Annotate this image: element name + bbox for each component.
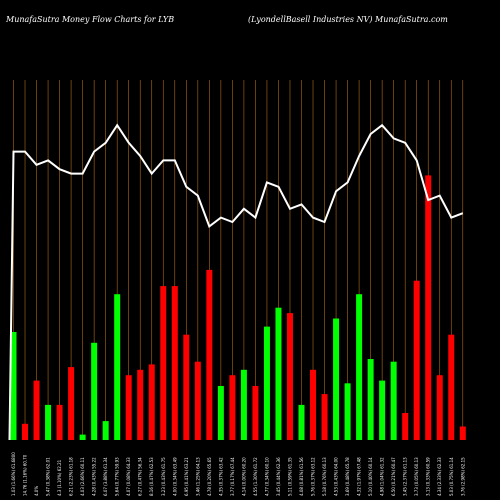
x-tick-label: 3.73 (0.05%) 60.13 (414, 457, 419, 496)
x-tick-label: 4.0% (34, 486, 39, 496)
bar (333, 318, 340, 440)
bar (390, 361, 397, 440)
bar-series (10, 175, 466, 440)
bar (206, 269, 213, 440)
x-tick-label: 5.47 (0.38%) 62.01 (46, 457, 51, 496)
x-tick-label: 4.32 (1.97%) 67.48 (357, 457, 362, 496)
x-tick-label: 4.00 (0.34%) 63.49 (172, 457, 177, 496)
chart-title-right: (LyondellBasell Industries NV) MunafaSut… (248, 15, 448, 24)
x-tick-label: 6.27 (0.47%) 56.34 (138, 457, 143, 496)
x-tick-label: 5.18 (0.76%) 60.13 (322, 457, 327, 496)
bar (114, 294, 121, 440)
x-tick-label: 4.98 (1.04%) 61.32 (380, 457, 385, 496)
bar (102, 421, 109, 440)
x-tick-label: 3.13 (0.33%) 60.59 (426, 457, 431, 496)
bar (56, 404, 63, 440)
x-tick-label: 3.69 (0.48%) 65.78 (345, 457, 350, 496)
bar (425, 175, 432, 440)
bar (148, 364, 155, 440)
bar (137, 369, 144, 440)
x-tick-label: 3.23 (0.43%) 61.75 (161, 457, 166, 496)
bar (298, 404, 305, 440)
bar (68, 367, 75, 440)
x-tick-label: 5.76 (0.37%) 63.12 (311, 457, 316, 496)
x-tick-label: 3.45 (0.44%) 62.36 (276, 457, 281, 496)
x-tick-labels: 1.03 (1.66%) 61.6800 14.76 (1.16%) 60.70 4… (11, 452, 465, 496)
bar (217, 386, 224, 440)
bar (79, 434, 86, 440)
bar (459, 426, 466, 440)
x-tick-label: 6.07 (3.88%) 61.34 (103, 457, 108, 496)
x-tick-label: 4.34 (2.33%) 62.33 (437, 457, 442, 496)
bar (436, 375, 443, 440)
chart-title-left: MunafaSutra Money Flow Charts for LYB (5, 15, 174, 24)
x-tick-label: 4.14 (0.00%) 60.20 (241, 457, 246, 496)
x-tick-label: 4.78 (0.20%) 65.65 (207, 457, 212, 496)
bar (91, 342, 98, 440)
x-tick-label: 4.53 (0.43%) 64.00 (334, 457, 339, 496)
x-tick-label: 3.45 (2.37%) 61.13 (403, 457, 408, 496)
x-tick-label: 4.07 (0.08%) 64.33 (126, 457, 131, 496)
x-tick-label: 6.50 (0.21%) 60.47 (391, 457, 396, 496)
bar (229, 375, 236, 440)
x-tick-label: 4.3 (1.10%) 62.21 (57, 459, 62, 496)
money-flow-line (8, 123, 464, 441)
x-tick-label: 8.16 (0.47%) 62.53 (149, 457, 154, 496)
x-tick-label: 4.35 (0.37%) 63.42 (218, 457, 223, 496)
x-tick-label: 14.76 (1.16%) 60.70 (23, 454, 28, 496)
bar (275, 307, 282, 440)
bar (413, 280, 420, 440)
bar (263, 326, 270, 440)
x-tick-label: 4.55 (1.30%) 61.72 (253, 457, 258, 496)
bar (402, 413, 409, 440)
bar (286, 313, 293, 440)
bar (171, 286, 178, 440)
bar (321, 394, 328, 440)
bar (33, 380, 40, 440)
bar (310, 369, 317, 440)
bar (252, 386, 259, 440)
bar (22, 423, 29, 440)
bar (45, 404, 52, 440)
x-tick-label: 6.95 (0.41%) 63.21 (184, 457, 189, 496)
x-tick-label: 4.77 (0.34%) 60.10 (264, 457, 269, 496)
bar (125, 375, 132, 440)
bar (194, 361, 201, 440)
bar (367, 359, 374, 440)
x-tick-label: 4.03 (2.66%) 60.11 (80, 457, 85, 496)
bar (448, 334, 455, 440)
bar (344, 383, 351, 440)
bar (379, 380, 386, 440)
bar (160, 286, 167, 440)
bar (240, 369, 247, 440)
bar (10, 332, 17, 440)
x-tick-label: 4.28 (0.43%) 55.22 (92, 457, 97, 496)
bar (183, 334, 190, 440)
x-tick-label: 3.46 (1.25%) 64.13 (195, 457, 200, 496)
x-tick-label: 1.03 (1.66%) 61.6800 (11, 452, 16, 496)
x-tick-label: 5.03 (0.75%) 61.14 (449, 457, 454, 496)
x-tick-label: 4.08 (0.81%) 61.56 (299, 457, 304, 496)
bar (356, 294, 363, 440)
x-tick-label: 3.77 (0.17%) 67.44 (230, 457, 235, 496)
x-tick-label: 5.10 (0.40%) 60.14 (368, 457, 373, 496)
x-tick-label: 3.76 (2.98%) 62.15 (460, 457, 465, 496)
x-tick-label: 5.64 (0.77%) 59.93 (115, 457, 120, 496)
x-tick-label: 5.11 (0.59%) 61.35 (287, 457, 292, 496)
x-tick-label: 6.21 (2.23%) 61.18 (69, 457, 74, 496)
